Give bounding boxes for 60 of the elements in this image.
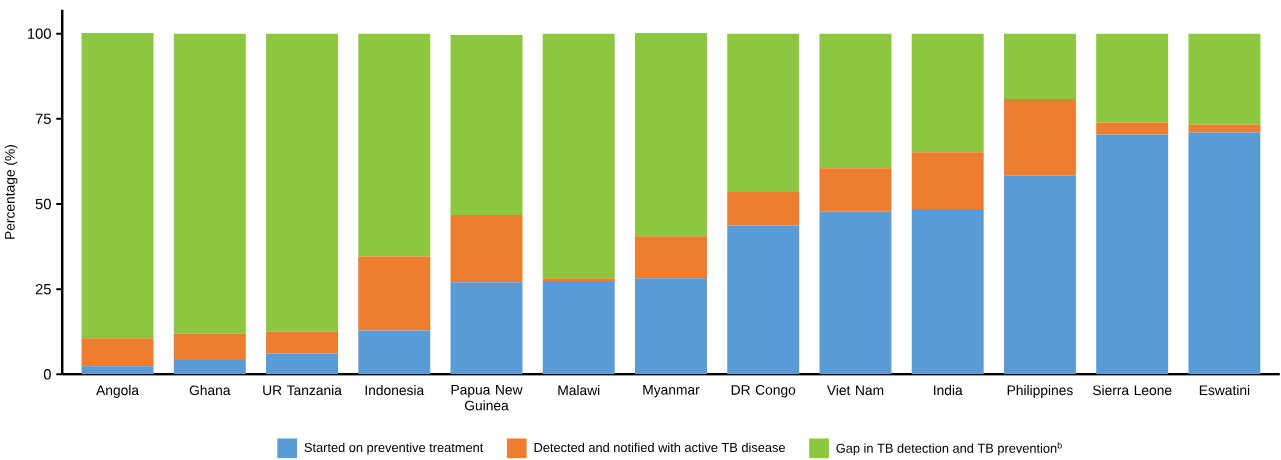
y-tick-label: 0 [43,369,51,380]
bar [542,280,615,375]
bar [819,33,892,169]
x-tick-label: Malawi [558,384,600,396]
bar [173,359,246,375]
y-tick-label: 25 [35,283,51,295]
bar [911,209,984,375]
x-tick-label: Ghana [189,384,231,396]
x-tick-label: Eswatini [1199,384,1250,396]
x-tick-label: Myanmar [643,384,700,398]
y-axis-title: Percentage (%) [4,144,18,239]
bar [81,338,154,367]
bar [358,33,431,257]
legend-label: Gap in TB detection and TB prevention$^{b}$ [836,441,1062,456]
bar [819,168,892,212]
x-tick-label: Indonesia [365,384,425,396]
bar [727,225,800,375]
bar [635,236,707,279]
bar [173,333,246,360]
bar [358,330,431,375]
bar [1096,134,1169,375]
bar [542,33,615,279]
x-tick-label: Viet Nam [826,384,884,396]
x-tick-label: Philippines [1007,384,1073,398]
x-tick-label: Angola [96,384,140,398]
y-tick-label: 50 [35,198,51,210]
bar [450,214,523,283]
x-tick-label: India [934,384,963,396]
bar [173,33,246,334]
bar [1188,33,1261,125]
legend-label: Detected and notified with active TB disease [534,442,785,452]
bar [911,33,984,153]
bar [1003,99,1076,176]
legend-label: Started on preventive treatment [304,442,484,455]
bar [266,33,339,332]
bar [81,366,154,375]
bar [1096,33,1169,123]
bar [450,282,523,375]
bar [81,32,154,339]
x-tick-label: Papua New Guinea [451,384,523,411]
x-tick-label: Sierra Leone [1092,384,1172,396]
bar [1003,33,1076,100]
bar [266,353,339,375]
x-tick-label: DR Congo [731,384,796,398]
bar [542,278,615,281]
y-tick-label: 100 [27,28,51,39]
bar [911,152,984,210]
bar [358,256,431,331]
bar [1003,175,1076,375]
bar [635,32,707,237]
bar [450,34,523,215]
bar [1188,132,1261,375]
bar [727,192,800,226]
bar [819,211,892,375]
y-tick-label: 75 [35,113,51,124]
bar [635,278,707,375]
bar [266,331,339,354]
x-tick-label: UR Tanzania [263,384,342,396]
bar [1096,122,1169,135]
bar [727,33,800,193]
